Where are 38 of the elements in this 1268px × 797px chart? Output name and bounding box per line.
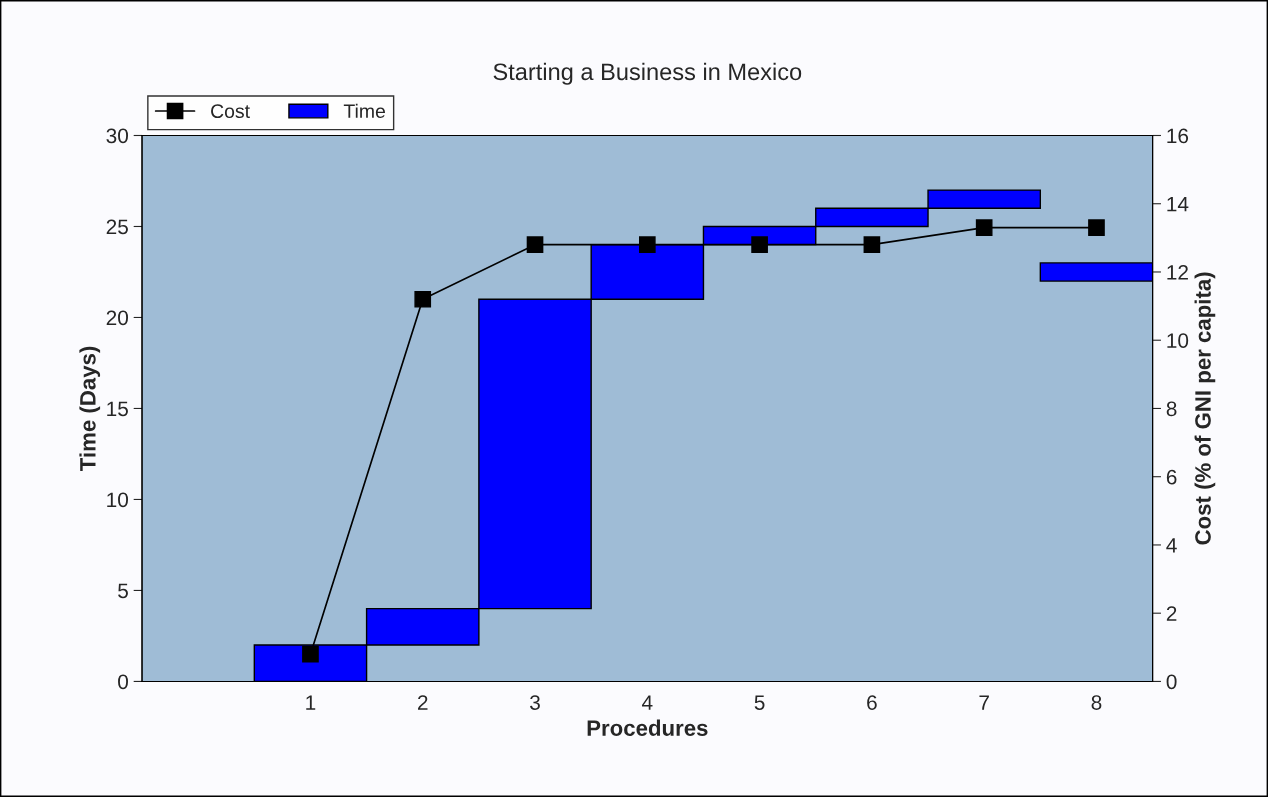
x-tick-label: 3 — [530, 695, 540, 710]
y-tick-label: 5 — [118, 583, 128, 599]
x-tick-label: 1 — [306, 695, 316, 710]
y-tick-label: 25 — [106, 219, 128, 235]
x-tick-label: 7 — [979, 695, 989, 710]
y2-tick-label: 12 — [1167, 264, 1188, 280]
x-tick-label: 4 — [642, 695, 653, 710]
y2-tick-label: 2 — [1166, 606, 1177, 621]
y2-tick-label: 0 — [1166, 674, 1177, 690]
y2-tick-label: 14 — [1167, 196, 1189, 212]
y-tick-label: 0 — [118, 674, 129, 690]
point — [751, 236, 768, 254]
point — [975, 219, 993, 236]
y2-tick-label: 6 — [1166, 469, 1177, 485]
y-tick-label: 10 — [107, 492, 129, 508]
point — [638, 236, 656, 254]
point — [526, 236, 544, 254]
y-tick-label: 30 — [106, 128, 129, 144]
x-tick-label: 2 — [417, 695, 428, 710]
x-tick-label: 6 — [867, 695, 877, 710]
y-axis-title: Time (Days) — [79, 346, 101, 471]
chart-title: Starting a Business in Mexico — [493, 62, 802, 85]
legend-label: Time — [343, 103, 385, 119]
point — [302, 645, 319, 663]
point — [1088, 219, 1105, 236]
point — [414, 290, 432, 308]
y-tick-label: 20 — [106, 310, 129, 326]
y2-tick-label: 10 — [1167, 333, 1189, 348]
point — [863, 236, 881, 254]
y2-tick-label: 4 — [1166, 538, 1177, 553]
x-tick-label: 8 — [1091, 695, 1102, 710]
y2-tick-label: 8 — [1166, 401, 1177, 417]
y-tick-label: 15 — [107, 401, 128, 417]
y2-tick-label: 16 — [1167, 128, 1189, 144]
x-axis-title: Procedures — [587, 719, 708, 736]
legend-label: Cost — [211, 104, 250, 119]
y2-axis-title: Cost (% of GNI per capita) — [1194, 272, 1216, 545]
x-tick-label: 5 — [754, 695, 765, 710]
